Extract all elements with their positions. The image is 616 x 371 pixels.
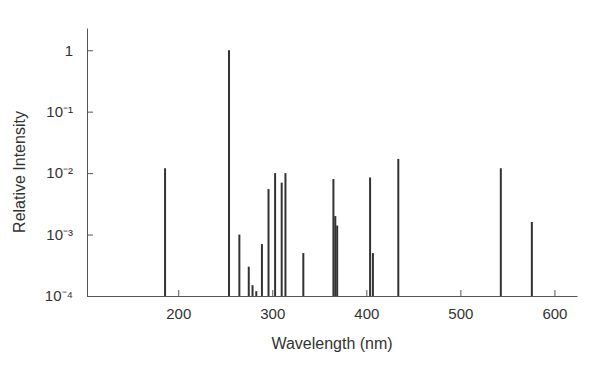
x-tick-mark xyxy=(554,290,555,296)
y-tick-label: 1 xyxy=(65,42,73,59)
spectral-line xyxy=(255,291,257,296)
plot: 200 300 400 500 600 1 10⁻¹ 10⁻² 10⁻³ 10⁻⁴ xyxy=(45,29,578,322)
spectral-line xyxy=(252,285,254,296)
x-axis-line xyxy=(88,296,578,297)
spectral-line xyxy=(281,183,283,296)
y-tick-mark xyxy=(87,296,93,297)
spectral-line xyxy=(336,226,338,296)
x-tick-label: 600 xyxy=(542,305,567,322)
spectral-line xyxy=(372,253,374,296)
x-tick: 600 xyxy=(542,290,567,322)
x-tick: 500 xyxy=(448,290,473,322)
x-tick-mark xyxy=(460,290,461,296)
y-tick-label: 10⁻⁴ xyxy=(45,287,73,304)
y-tick-label: 10⁻³ xyxy=(46,226,73,243)
x-tick-mark xyxy=(366,290,367,296)
y-tick: 1 xyxy=(65,42,93,59)
spectral-line xyxy=(261,244,263,296)
spectral-line xyxy=(334,216,336,296)
x-axis: 200 300 400 500 600 xyxy=(88,290,578,322)
y-axis-title: Relative Intensity xyxy=(11,111,28,233)
x-tick-mark xyxy=(178,290,179,296)
x-tick-mark xyxy=(272,290,273,296)
spectral-line xyxy=(248,267,250,296)
x-tick: 400 xyxy=(354,290,379,322)
y-tick: 10⁻¹ xyxy=(46,103,93,120)
x-tick: 300 xyxy=(260,290,285,322)
spectral-line xyxy=(302,253,304,296)
x-tick-label: 400 xyxy=(354,305,379,322)
y-tick-label: 10⁻² xyxy=(46,164,73,181)
marks xyxy=(165,50,532,296)
spectral-line xyxy=(397,159,399,296)
y-tick-mark xyxy=(87,235,93,236)
spectral-line xyxy=(238,235,240,296)
x-axis-title: Wavelength (nm) xyxy=(271,335,392,352)
y-tick-mark xyxy=(87,173,93,174)
y-tick-label: 10⁻¹ xyxy=(46,103,73,120)
x-tick-label: 500 xyxy=(448,305,473,322)
spectral-line xyxy=(332,179,334,296)
spectral-line xyxy=(284,173,286,296)
y-tick: 10⁻² xyxy=(46,164,93,181)
y-tick: 10⁻⁴ xyxy=(45,287,93,304)
y-axis: 1 10⁻¹ 10⁻² 10⁻³ 10⁻⁴ xyxy=(45,29,93,305)
x-tick-label: 200 xyxy=(166,305,191,322)
y-tick-mark xyxy=(87,50,93,51)
spectral-line xyxy=(274,173,276,296)
spectral-line xyxy=(164,168,166,296)
spectral-line xyxy=(228,50,230,296)
spectral-line xyxy=(531,222,533,296)
x-tick: 200 xyxy=(166,290,191,322)
y-tick-mark xyxy=(87,112,93,113)
y-axis-line xyxy=(87,29,88,297)
spectral-line xyxy=(268,189,270,296)
y-tick: 10⁻³ xyxy=(46,226,93,243)
x-tick-label: 300 xyxy=(260,305,285,322)
chart: 200 300 400 500 600 1 10⁻¹ 10⁻² 10⁻³ 10⁻⁴ Waveleng… xyxy=(0,0,616,371)
spectral-line xyxy=(500,168,502,296)
spectral-line xyxy=(369,177,371,296)
